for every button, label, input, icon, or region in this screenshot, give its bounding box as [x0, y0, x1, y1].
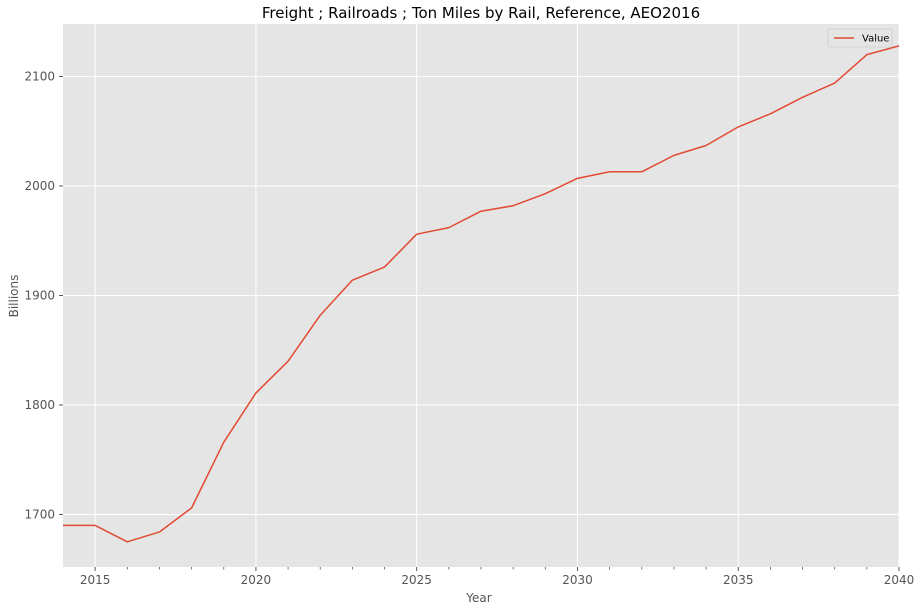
x-tick-label: 2035: [723, 573, 754, 587]
chart-title: Freight ; Railroads ; Ton Miles by Rail,…: [262, 4, 700, 22]
y-tick-label: 1900: [24, 289, 55, 303]
legend: Value: [827, 28, 893, 48]
x-tick-label: 2015: [80, 573, 111, 587]
y-tick-label: 1800: [24, 398, 55, 412]
x-tick-label: 2020: [241, 573, 272, 587]
y-tick-label: 2000: [24, 179, 55, 193]
data-series: [62, 45, 900, 543]
axis-ticks: 2015 2020 2025 2030 2035 2040 1700 1800 1900 2000…: [24, 70, 914, 587]
x-tick-label: 2040: [884, 573, 915, 587]
x-tick-label: 2030: [562, 573, 593, 587]
y-tick-label: 2100: [24, 70, 55, 84]
grid-lines: [63, 24, 900, 567]
x-axis-label: Year: [465, 591, 491, 605]
y-tick-label: 1700: [24, 507, 55, 521]
legend-label-value: Value: [862, 34, 889, 45]
x-tick-label: 2025: [401, 573, 432, 587]
legend-box: [827, 28, 893, 48]
y-axis-label: Billions: [7, 275, 21, 318]
